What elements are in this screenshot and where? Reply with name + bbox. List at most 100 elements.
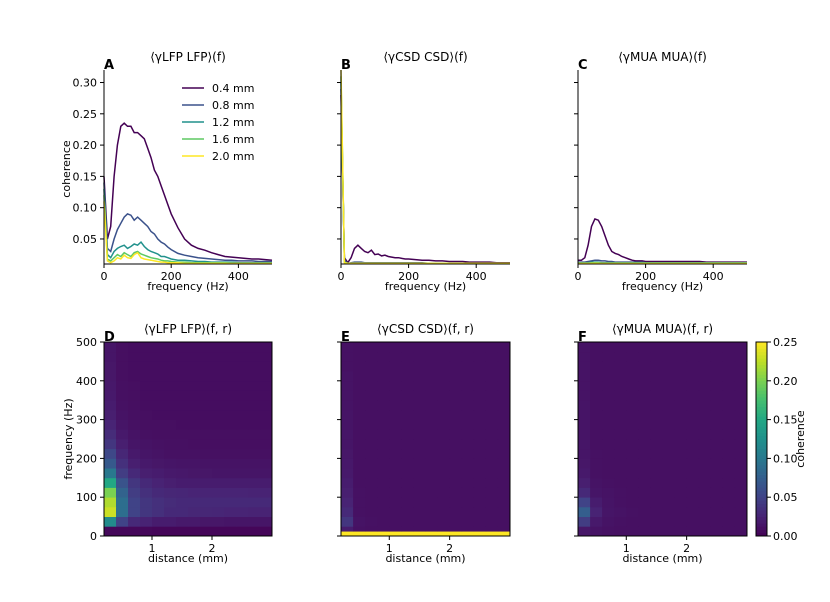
heatmap-cell xyxy=(734,468,748,479)
heatmap-cell xyxy=(674,380,688,391)
heatmap-cell xyxy=(425,361,438,372)
heatmap-cell xyxy=(485,516,499,527)
heatmap-cell xyxy=(626,429,639,440)
panel-letter-d: D xyxy=(104,330,115,345)
colorbar-segment xyxy=(756,513,767,517)
heatmap-cell xyxy=(578,409,591,420)
heatmap-cell xyxy=(437,361,451,372)
heatmap-cell xyxy=(164,400,177,411)
colorbar-tick-label: 0.15 xyxy=(773,414,798,427)
heatmap-cell xyxy=(389,429,402,440)
heatmap-cell xyxy=(686,477,700,488)
heatmap-cell xyxy=(650,506,663,517)
heatmap-cell xyxy=(437,400,451,411)
heatmap-cell xyxy=(104,380,117,391)
heatmap-cell xyxy=(602,429,615,440)
heatmap-cell xyxy=(698,477,712,488)
heatmap-cell xyxy=(461,419,475,430)
heatmap-cell xyxy=(614,439,627,450)
series-line-08 xyxy=(103,182,272,263)
colorbar-segment xyxy=(756,345,767,349)
heatmap-cell xyxy=(188,497,201,508)
heatmap-cell xyxy=(260,506,273,517)
y-tick-label: 100 xyxy=(76,491,97,504)
colorbar-segment xyxy=(756,342,767,346)
heatmap-cell xyxy=(662,526,675,537)
heatmap-cell xyxy=(236,390,249,401)
heatmap-cell xyxy=(128,400,141,411)
heatmap-cell xyxy=(662,342,675,353)
heatmap-cell xyxy=(578,439,591,450)
heatmap-cell xyxy=(425,448,438,459)
heatmap-cell xyxy=(401,400,414,411)
colorbar-segment xyxy=(756,519,767,524)
heatmap-cell xyxy=(341,409,354,420)
heatmap-cell xyxy=(353,361,366,372)
heatmap-cell xyxy=(389,448,402,459)
panel-letter-e: E xyxy=(341,330,350,345)
heatmap-cell xyxy=(674,342,688,353)
heatmap-cell xyxy=(164,497,177,508)
heatmap-cell xyxy=(437,506,451,517)
heatmap-cell xyxy=(104,516,117,527)
heatmap-cell xyxy=(188,448,201,459)
heatmap-cell xyxy=(425,468,438,479)
heatmap-cell xyxy=(341,506,354,517)
heatmap-cell xyxy=(200,351,213,362)
colorbar-segment xyxy=(756,497,767,501)
heatmap-cell xyxy=(626,468,639,479)
heatmap-cell xyxy=(425,458,438,469)
heatmap-cell xyxy=(401,477,414,488)
heatmap-cell xyxy=(614,409,627,420)
y-tick-label: 200 xyxy=(76,452,97,465)
heatmap-cell xyxy=(128,390,141,401)
series-line-04 xyxy=(578,217,747,263)
heatmap-cell xyxy=(674,351,688,362)
colorbar-segment xyxy=(756,413,767,417)
heatmap-cell xyxy=(590,448,603,459)
heatmap-cell xyxy=(461,361,475,372)
heatmap-cell xyxy=(140,380,153,391)
heatmap-cell xyxy=(734,342,748,353)
heatmap-cell xyxy=(590,439,603,450)
heatmap-cell xyxy=(590,351,603,362)
heatmap-cell xyxy=(614,506,627,517)
heatmap-cell xyxy=(188,516,201,527)
heatmap-cell xyxy=(638,429,651,440)
heatmap-cell xyxy=(698,506,712,517)
colorbar-segment xyxy=(756,500,767,505)
heatmap-cell xyxy=(260,342,273,353)
heatmap-cell xyxy=(128,516,141,527)
heatmap-cell xyxy=(626,526,639,537)
heatmap-cell xyxy=(626,390,639,401)
heatmap-cell xyxy=(377,400,390,411)
heatmap-cell xyxy=(164,516,177,527)
colorbar-segment xyxy=(756,529,767,534)
heatmap-cell xyxy=(341,380,354,391)
heatmap-cell xyxy=(365,351,378,362)
colorbar-segment xyxy=(756,487,767,492)
heatmap-cell xyxy=(188,439,201,450)
heatmap-cell xyxy=(212,526,225,537)
heatmap-cell xyxy=(710,409,724,420)
heatmap-cell xyxy=(176,516,189,527)
heatmap-cell xyxy=(734,516,748,527)
heatmap-cell xyxy=(626,342,639,353)
heatmap-cell xyxy=(437,526,451,532)
heatmap-cell xyxy=(497,419,511,430)
heatmap-cell xyxy=(590,371,603,382)
heatmap-cell xyxy=(674,506,688,517)
heatmap-cell xyxy=(248,506,261,517)
heatmap-cell xyxy=(200,429,213,440)
heatmap-cell xyxy=(365,458,378,469)
heatmap-cell xyxy=(473,468,487,479)
heatmap-cell xyxy=(164,448,177,459)
heatmap-cell xyxy=(710,458,724,469)
heatmap-cell xyxy=(425,487,438,498)
x-axis-label: frequency (Hz) xyxy=(622,280,703,293)
heatmap-cell xyxy=(650,342,663,353)
heatmap-cell xyxy=(128,439,141,450)
heatmap-cell xyxy=(176,497,189,508)
heatmap-cell xyxy=(353,526,366,532)
heatmap-cell xyxy=(104,361,117,372)
